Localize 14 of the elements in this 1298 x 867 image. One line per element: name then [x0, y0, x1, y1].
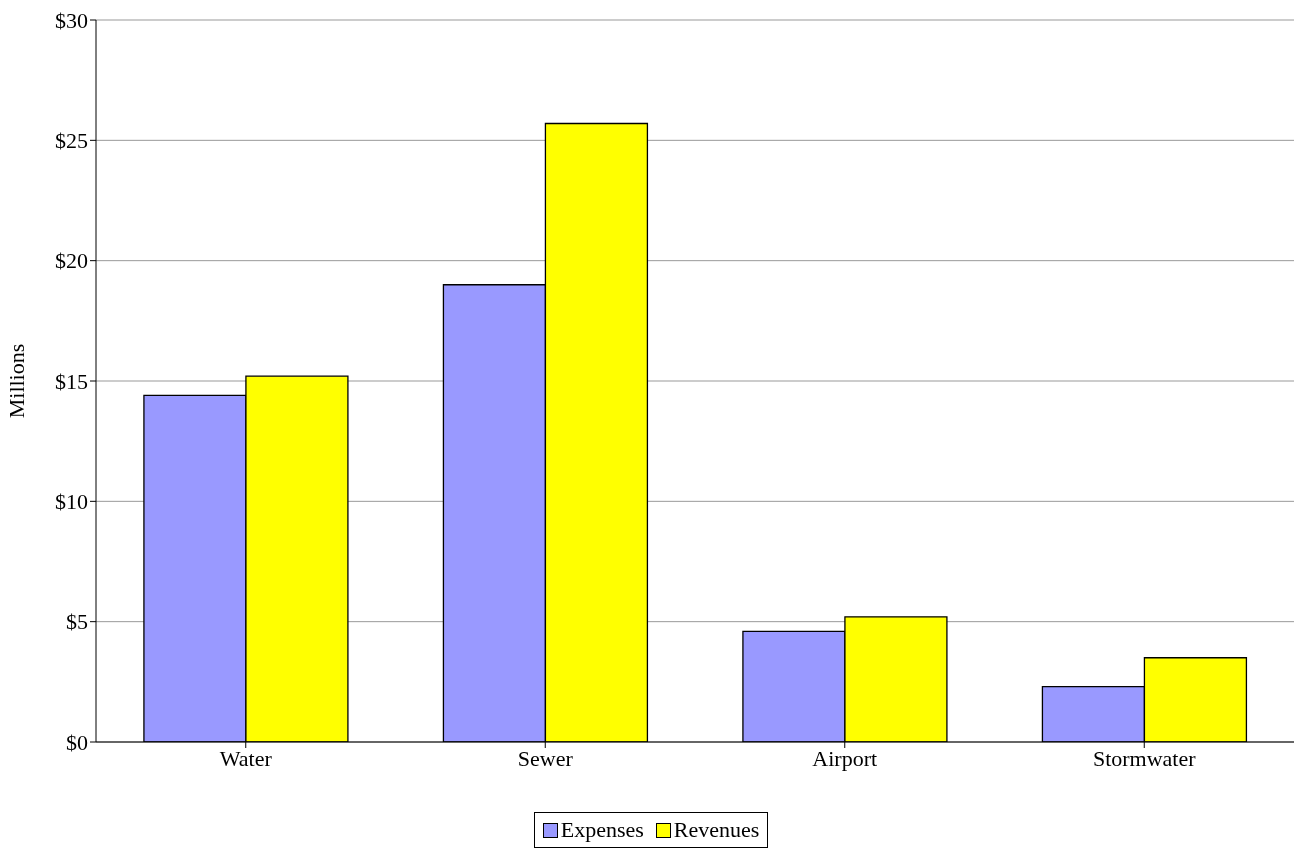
x-tick-label: Water: [219, 745, 273, 771]
x-tick-label: Sewer: [517, 745, 574, 771]
x-tick-label: Stormwater: [1092, 745, 1197, 771]
legend-label: Revenues: [672, 817, 760, 843]
x-tick-label: Airport: [812, 745, 878, 771]
legend-label: Expenses: [559, 817, 644, 843]
y-tick-label: $15: [55, 368, 88, 394]
y-tick-label: $5: [66, 609, 88, 635]
y-tick-label: $25: [55, 128, 88, 154]
y-tick-label: $0: [66, 729, 88, 755]
y-axis-title: Millions: [3, 343, 29, 419]
y-tick-label: $20: [55, 248, 88, 274]
y-tick-label: $30: [55, 7, 88, 33]
y-tick-label: $10: [55, 489, 88, 515]
